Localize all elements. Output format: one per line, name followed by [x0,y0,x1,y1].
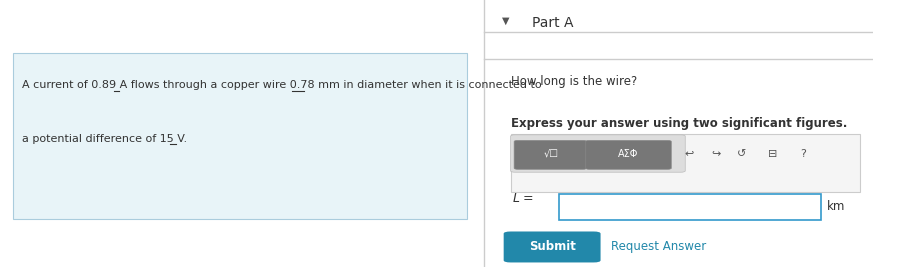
Text: km: km [826,201,845,213]
Text: How long is the wire?: How long is the wire? [511,75,637,88]
FancyBboxPatch shape [514,140,587,169]
Text: Submit: Submit [529,241,576,253]
Text: A current of 0.89 A flows through a copper wire 0.78 mm in diameter when it is c: A current of 0.89 A flows through a copp… [22,80,542,90]
FancyBboxPatch shape [13,53,467,219]
Text: √☐: √☐ [544,148,558,159]
Text: Express your answer using two significant figures.: Express your answer using two significan… [511,117,847,131]
Text: $L$ =: $L$ = [512,192,534,205]
Text: Part A: Part A [533,16,574,30]
Text: ?: ? [800,148,806,159]
FancyBboxPatch shape [559,194,821,220]
Text: ↺: ↺ [737,148,747,159]
Text: Request Answer: Request Answer [611,241,706,253]
Text: ▼: ▼ [502,16,510,26]
Text: a potential difference of 15 V.: a potential difference of 15 V. [22,134,187,143]
FancyBboxPatch shape [586,140,672,169]
Text: ⊟: ⊟ [768,148,777,159]
FancyBboxPatch shape [503,231,600,262]
Text: ↪: ↪ [711,148,720,159]
FancyBboxPatch shape [511,134,860,192]
FancyBboxPatch shape [511,135,685,172]
Text: ↩: ↩ [685,148,694,159]
Text: ΑΣΦ: ΑΣΦ [619,148,639,159]
